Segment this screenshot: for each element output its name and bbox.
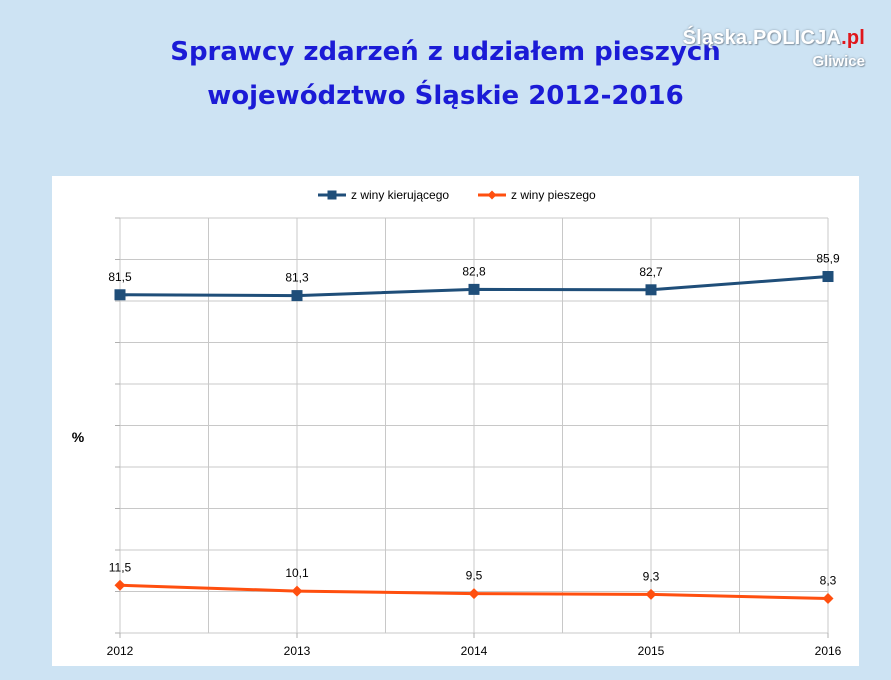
legend-marker-1 <box>327 190 337 200</box>
chart-panel: 2012 2013 2014 2015 2016% 81,5 81,3 82,8 82,7 85,… <box>52 176 859 666</box>
data-label-2: 11,5 <box>109 560 132 574</box>
data-label-1: 82,8 <box>462 264 486 278</box>
data-point-2 <box>822 593 834 605</box>
line-chart: 2012 2013 2014 2015 2016% 81,5 81,3 82,8 82,7 85,… <box>72 188 842 658</box>
data-label-2: 9,3 <box>643 569 660 583</box>
data-point-1 <box>468 283 480 295</box>
x-tick-label: 2014 <box>461 644 488 658</box>
data-label-2: 9,5 <box>466 569 483 583</box>
y-axis-label: % <box>72 429 85 445</box>
x-tick-label: 2016 <box>815 644 842 658</box>
data-point-1 <box>114 289 126 301</box>
data-point-1 <box>291 290 303 302</box>
data-label-1: 81,3 <box>285 271 309 285</box>
data-label-2: 10,1 <box>285 566 309 580</box>
data-point-2 <box>645 588 657 600</box>
chart-title-line2: województwo Śląskie 2012-2016 <box>207 81 684 111</box>
data-label-1: 85,9 <box>816 252 840 266</box>
data-label-1: 81,5 <box>108 270 132 284</box>
data-label-1: 82,7 <box>639 265 663 279</box>
logo-suffix: .pl <box>841 27 865 49</box>
legend-label-2: z winy pieszego <box>511 188 596 202</box>
logo-main-text: Śląska.POLICJA <box>682 27 842 49</box>
x-tick-label: 2013 <box>284 644 311 658</box>
data-point-1 <box>645 284 657 296</box>
police-logo: Śląska.POLICJA.pl Gliwice <box>683 27 865 70</box>
data-point-2 <box>114 579 126 591</box>
chart-title: Sprawcy zdarzeń z udziałem pieszych woje… <box>0 30 891 118</box>
x-tick-label: 2012 <box>107 644 134 658</box>
x-tick-label: 2015 <box>638 644 665 658</box>
legend-marker-2 <box>487 190 497 200</box>
data-label-2: 8,3 <box>820 574 837 588</box>
legend-label-1: z winy kierującego <box>351 188 449 202</box>
data-point-2 <box>291 585 303 597</box>
chart-title-line1: Sprawcy zdarzeń z udziałem pieszych <box>170 37 721 67</box>
data-point-2 <box>468 588 480 600</box>
logo-subtitle: Gliwice <box>812 53 865 70</box>
data-point-1 <box>822 271 834 283</box>
